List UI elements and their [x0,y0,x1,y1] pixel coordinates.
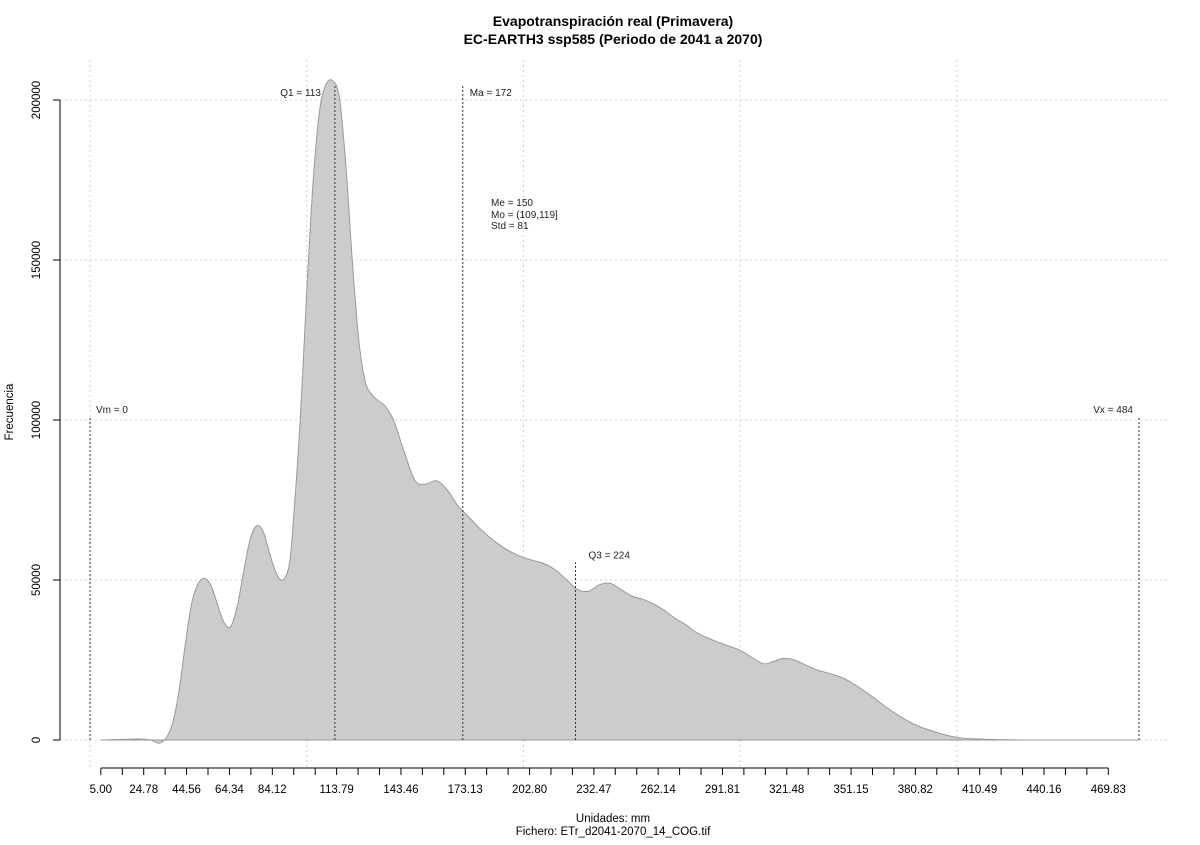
chart-title: Evapotranspiración real (Primavera) [493,13,733,29]
y-tick-label: 150000 [31,241,43,279]
x-tick-label: 24.78 [129,784,158,796]
reference-label: Vm = 0 [96,405,128,416]
x-tick-label: 351.15 [833,784,868,796]
reference-lines: Vm = 0 Q1 = 113 Ma = 172 Q3 = 224 Vx = 484 [89,84,1140,740]
density-fill [100,79,1139,744]
x-tick-label: 321.48 [769,784,804,796]
x-tick-label: 84.12 [258,784,287,796]
reference-label: Q1 = 113 [280,88,321,99]
x-tick-label: 64.34 [215,784,244,796]
file-caption: Fichero: ETr_d2041-2070_14_COG.tif [516,826,711,838]
reference-label: Vx = 484 [1093,405,1133,416]
x-tick-label: 232.47 [576,784,611,796]
y-axis-label: Frecuencia [4,383,16,440]
x-tick-label: 291.81 [705,784,740,796]
x-tick-label: 5.00 [90,784,112,796]
x-tick-label: 143.46 [383,784,418,796]
y-tick-label: 200000 [31,81,43,119]
axes: 0 50000 100000 150000 200000 5.00 24.78 44.56 64… [31,81,1126,796]
reference-label: Q3 = 224 [588,550,630,561]
stat-mode: Mo = (109,119] [491,210,558,221]
x-tick-label: 440.16 [1026,784,1061,796]
y-tick-label: 0 [31,737,43,743]
x-tick-label: 262.14 [641,784,677,796]
x-tick-label: 202.80 [512,784,547,796]
y-tick-label: 50000 [31,564,43,596]
reference-label: Ma = 172 [470,88,512,99]
stat-std: Std = 81 [491,221,529,232]
x-tick-label: 380.82 [898,784,933,796]
x-axis-label: Unidades: mm [576,813,650,825]
x-tick-label: 410.49 [962,784,997,796]
x-tick-label: 173.13 [448,784,483,796]
stat-mean: Me = 150 [491,198,533,209]
x-tick-label: 113.79 [319,784,353,796]
x-tick-label: 44.56 [172,784,201,796]
density-area [100,79,1139,744]
x-tick-label: 469.83 [1091,784,1126,796]
y-tick-label: 100000 [31,401,43,439]
chart-subtitle: EC-EARTH3 ssp585 (Periodo de 2041 a 2070… [464,31,763,47]
